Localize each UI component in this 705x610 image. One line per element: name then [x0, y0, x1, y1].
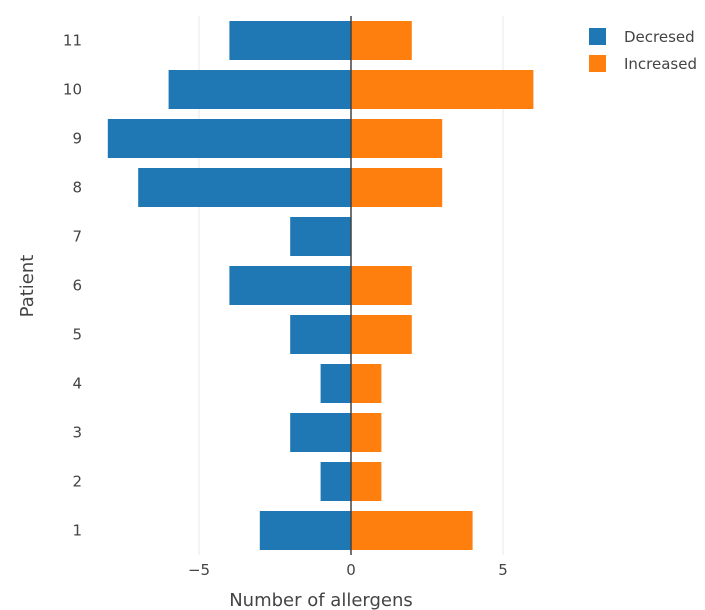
y-tick-label: 4: [72, 375, 82, 393]
bar-increased-patient-11: [351, 21, 412, 60]
bar-decreased-patient-9: [107, 119, 351, 158]
bar-increased-patient-6: [351, 266, 412, 305]
y-tick-label: 7: [72, 228, 82, 246]
bar-increased-patient-1: [351, 511, 473, 550]
y-tick-label: 2: [72, 473, 82, 491]
x-tick-label: 5: [498, 561, 508, 579]
y-tick-label: 11: [63, 32, 82, 50]
y-tick-label: 3: [72, 424, 82, 442]
x-tick-label: 0: [346, 561, 356, 579]
bar-increased-patient-2: [351, 462, 382, 501]
x-tick-labels: −5 0 5: [188, 561, 508, 579]
bars: [107, 21, 534, 550]
y-axis-title: Patient: [17, 255, 38, 318]
legend[interactable]: Decresed Increased: [589, 28, 697, 73]
y-tick-labels: 1 2 3 4 5 6 7 8 9 10 11: [63, 32, 82, 540]
y-tick-label: 10: [63, 81, 82, 99]
bar-increased-patient-10: [351, 70, 534, 109]
bar-decreased-patient-8: [138, 168, 351, 207]
bar-decreased-patient-1: [259, 511, 351, 550]
legend-swatch-increased: [589, 55, 606, 72]
bar-increased-patient-8: [351, 168, 443, 207]
y-tick-label: 8: [72, 179, 82, 197]
bar-decreased-patient-2: [320, 462, 351, 501]
bar-decreased-patient-11: [229, 21, 351, 60]
bar-increased-patient-9: [351, 119, 443, 158]
bar-decreased-patient-7: [290, 217, 351, 256]
bar-decreased-patient-4: [320, 364, 351, 403]
bar-increased-patient-4: [351, 364, 382, 403]
y-tick-label: 6: [72, 277, 82, 295]
legend-item-decreased[interactable]: Decresed: [589, 28, 695, 46]
y-tick-label: 1: [72, 522, 82, 540]
y-tick-label: 9: [72, 130, 82, 148]
y-tick-label: 5: [72, 326, 82, 344]
x-tick-label: −5: [188, 561, 210, 579]
legend-label-decreased: Decresed: [624, 28, 695, 46]
legend-item-increased[interactable]: Increased: [589, 55, 697, 73]
x-axis-title: Number of allergens: [229, 590, 413, 610]
bar-decreased-patient-3: [290, 413, 351, 452]
legend-label-increased: Increased: [624, 55, 697, 73]
legend-swatch-decreased: [589, 28, 606, 45]
bar-increased-patient-3: [351, 413, 382, 452]
bar-decreased-patient-10: [168, 70, 351, 109]
bar-decreased-patient-6: [229, 266, 351, 305]
bar-increased-patient-5: [351, 315, 412, 354]
bar-decreased-patient-5: [290, 315, 351, 354]
